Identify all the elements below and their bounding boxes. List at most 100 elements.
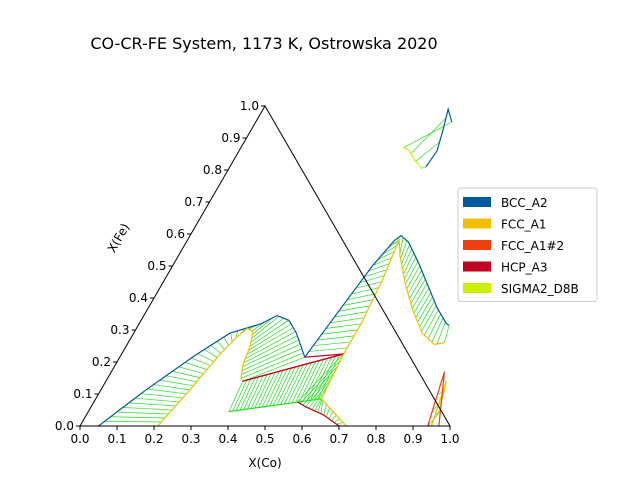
x-tick-label: 1.0 (440, 432, 459, 446)
tie-line (295, 361, 316, 403)
y-tick-label: 0.4 (129, 291, 148, 305)
tie-line (442, 377, 447, 382)
x-tick-label: 0.2 (144, 432, 163, 446)
tie-line (333, 418, 340, 423)
y-axis-ticks: 0.0 0.1 0.2 0.3 0.4 0.5 0.6 0.7 0.8 0.9 1.0 (55, 99, 265, 433)
x-tick-label: 0.7 (329, 432, 348, 446)
legend-label: SIGMA2_D8B (501, 282, 579, 296)
tie-line (410, 278, 426, 304)
tie-line (254, 373, 272, 409)
phase-boundary (304, 234, 450, 358)
tie-line (269, 369, 288, 407)
tie-line (147, 388, 187, 395)
tie-line (402, 248, 412, 270)
tie-line (122, 407, 173, 411)
tie-line (252, 317, 273, 335)
tie-line (248, 323, 292, 351)
tie-line (338, 305, 370, 312)
tie-line (184, 362, 208, 370)
x-tick-label: 0.6 (292, 432, 311, 446)
tie-line (413, 287, 430, 314)
tie-line (313, 341, 351, 347)
tie-line (351, 287, 379, 295)
tie-line (321, 329, 358, 335)
y-tick-label: 0.1 (73, 387, 92, 401)
x-tick-label: 0.3 (181, 432, 200, 446)
x-axis-ticks: 0.0 0.1 0.2 0.3 0.4 0.5 0.6 0.7 0.8 0.9 1.0 (70, 426, 460, 446)
phase-boundary (297, 401, 340, 427)
tie-line (330, 317, 365, 324)
tie-line (328, 411, 334, 419)
tie-line (223, 336, 229, 346)
tie-line (297, 353, 344, 403)
tie-line (159, 379, 194, 387)
legend-swatch (463, 240, 491, 250)
tie-line (372, 257, 392, 266)
tie-line (405, 261, 419, 285)
tie-line (431, 317, 444, 343)
tie-line (110, 416, 165, 419)
tie-line (407, 270, 422, 294)
phase-boundary (425, 106, 453, 168)
tie-line (411, 283, 428, 309)
tie-line (298, 360, 320, 403)
tie-line (406, 265, 421, 290)
tie-line (240, 352, 304, 379)
tie-line (280, 365, 300, 405)
tie-line (242, 356, 305, 382)
tie-line (415, 292, 432, 318)
y-tick-label: 0.9 (221, 131, 240, 145)
tie-line (302, 359, 324, 402)
tie-line (399, 237, 404, 254)
tie-line (310, 357, 332, 401)
tie-line (306, 358, 328, 402)
x-tick-label: 0.0 (70, 432, 89, 446)
tie-line (342, 299, 373, 306)
phase-boundary (304, 353, 344, 358)
tie-line (250, 317, 284, 343)
tie-line (325, 407, 330, 418)
tie-line (210, 345, 222, 354)
x-tick-label: 0.9 (403, 432, 422, 446)
tie-line (197, 353, 214, 362)
tie-line (104, 421, 162, 423)
tie-line (427, 313, 441, 339)
tie-line (317, 335, 355, 341)
tie-line (336, 422, 344, 425)
phase-boundary (242, 353, 344, 382)
tie-line (444, 325, 450, 343)
tie-line (325, 323, 362, 329)
y-tick-label: 0.5 (147, 259, 166, 273)
y-tick-label: 0.6 (166, 227, 185, 241)
tie-line (241, 348, 302, 375)
tie-line (432, 402, 442, 411)
tie-line (241, 344, 301, 371)
tie-line (409, 274, 424, 299)
legend-label: BCC_A2 (501, 196, 548, 210)
tie-line (308, 347, 348, 352)
tie-line (417, 296, 433, 323)
y-tick-label: 0.2 (92, 355, 111, 369)
tie-line (368, 263, 390, 272)
tie-line (232, 379, 248, 412)
tie-line (239, 377, 256, 411)
tie-line (242, 339, 299, 367)
tie-line (311, 383, 330, 410)
tie-line (258, 372, 276, 408)
tie-line (436, 321, 446, 345)
y-tick-label: 0.7 (184, 195, 203, 209)
tie-line (236, 378, 252, 411)
tie-line (359, 275, 385, 283)
phase-boundary (427, 371, 446, 427)
tie-line (421, 166, 427, 169)
x-tick-label: 0.5 (255, 432, 274, 446)
phase-boundary (228, 398, 322, 413)
x-tick-label: 0.8 (366, 432, 385, 446)
tie-line (299, 359, 341, 404)
y-tick-label: 0.3 (110, 323, 129, 337)
tie-line (250, 374, 268, 409)
tie-line (134, 397, 180, 403)
triangle-outline (79, 105, 451, 427)
phase-boundaries-layer (98, 106, 453, 427)
